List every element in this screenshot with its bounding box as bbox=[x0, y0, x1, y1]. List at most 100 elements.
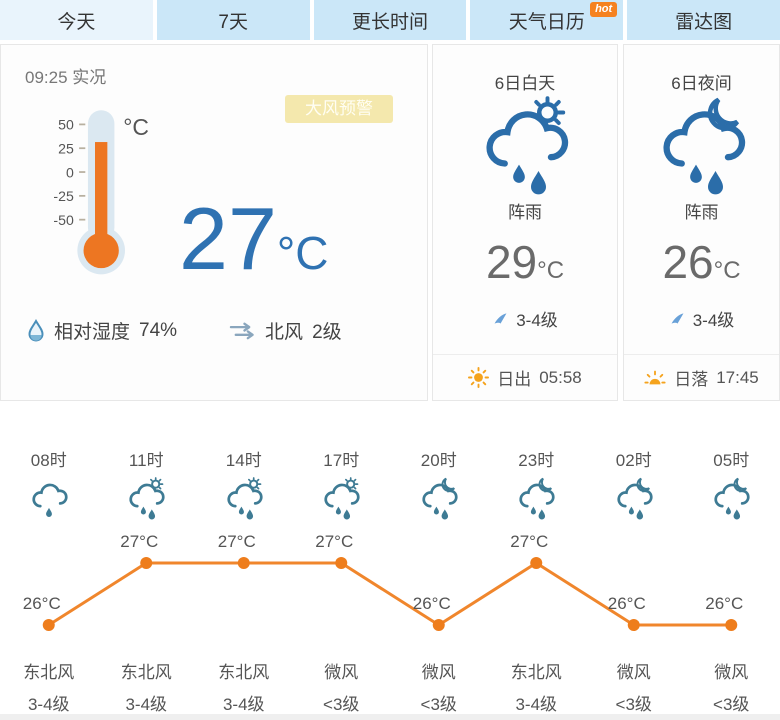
wind-flag-icon bbox=[671, 312, 684, 324]
shower-day-icon bbox=[477, 96, 573, 198]
cloud-moon-rain-icon bbox=[418, 477, 460, 521]
day-wind: 3-4级 bbox=[492, 306, 558, 331]
wind-flag-icon bbox=[494, 312, 507, 324]
hour-time: 20时 bbox=[420, 451, 457, 470]
night-temp-value: 26 bbox=[662, 236, 714, 288]
shower-night-icon bbox=[654, 96, 750, 198]
sunset-label: 日落 bbox=[674, 370, 709, 389]
sunset-row: 日落 17:45 bbox=[624, 354, 779, 400]
night-wind: 3-4级 bbox=[669, 306, 735, 331]
tab-label: 今天 bbox=[57, 11, 96, 33]
day-title: 6日白天 bbox=[494, 74, 556, 93]
tab-label: 更长时间 bbox=[351, 11, 428, 33]
night-forecast-panel: 6日夜间 阵雨 26 °C 3-4级 日落 17:45 bbox=[623, 44, 780, 401]
cloud-sun-rain-icon bbox=[223, 477, 265, 521]
hour-wind-dir: 东北风 bbox=[120, 663, 172, 682]
current-temperature: 27 °C bbox=[179, 189, 329, 288]
temp-line bbox=[47, 561, 732, 627]
hour-wind-dir: 东北风 bbox=[23, 663, 75, 682]
hour-wind-dir: 东北风 bbox=[510, 663, 562, 682]
wind-stat: 北风 2级 bbox=[229, 317, 342, 344]
cloud-sun-rain-icon bbox=[320, 477, 362, 521]
thermometer-icon: 50 25 0 -25 -50 °C bbox=[53, 110, 149, 275]
temp-point bbox=[140, 557, 153, 569]
tab-7days[interactable]: 7天 bbox=[156, 0, 310, 40]
wind-arrows-icon bbox=[229, 322, 254, 340]
weather-alert-badge[interactable]: 大风预警 bbox=[285, 95, 393, 123]
hour-time: 23时 bbox=[518, 451, 555, 470]
thermo-tick-label: 50 bbox=[58, 117, 74, 133]
hour-wind-level: 3-4级 bbox=[515, 695, 558, 714]
hour-wind-dir: 东北风 bbox=[218, 663, 270, 682]
humidity-stat: 相对湿度 74% bbox=[27, 317, 177, 344]
wind-level: 2级 bbox=[312, 322, 342, 343]
tab-radar[interactable]: 雷达图 bbox=[627, 0, 780, 40]
bottom-strip bbox=[0, 714, 780, 720]
day-condition: 阵雨 bbox=[508, 203, 542, 222]
temp-point bbox=[237, 557, 250, 569]
cloud-rain-icon bbox=[28, 477, 70, 521]
current-temp-value: 27 bbox=[179, 189, 277, 288]
temp-label: 26°C bbox=[23, 594, 61, 613]
tab-label: 雷达图 bbox=[675, 11, 733, 33]
hourly-temp-chart: 26°C 27°C 27°C 27°C 26°C 27°C 26°C 26°C bbox=[23, 532, 743, 631]
day-wind-level: 3-4级 bbox=[516, 310, 558, 330]
temp-point bbox=[627, 619, 640, 631]
cloud-moon-rain-icon bbox=[710, 477, 752, 521]
temp-label: 27°C bbox=[120, 532, 158, 551]
night-wind-level: 3-4级 bbox=[692, 310, 735, 330]
cloud-moon-rain-icon bbox=[515, 477, 557, 521]
tab-bar: 今天 7天 更长时间 天气日历 hot 雷达图 bbox=[0, 0, 780, 40]
hour-time: 08时 bbox=[30, 451, 67, 470]
temp-label: 27°C bbox=[218, 532, 256, 551]
hour-wind-level: <3级 bbox=[713, 695, 750, 714]
tab-longer[interactable]: 更长时间 bbox=[313, 0, 467, 40]
hour-wind-level: 3-4级 bbox=[27, 695, 70, 714]
night-title: 6日夜间 bbox=[671, 74, 732, 93]
hour-time: 02时 bbox=[615, 451, 652, 470]
thermo-tick-label: -50 bbox=[53, 212, 74, 228]
temp-point bbox=[42, 619, 55, 631]
temp-label: 27°C bbox=[315, 532, 353, 551]
tab-label: 7天 bbox=[218, 11, 248, 33]
temp-point bbox=[725, 619, 738, 631]
hour-time: 11时 bbox=[128, 451, 164, 470]
hour-time: 05时 bbox=[713, 451, 750, 470]
hour-wind-dir: 微风 bbox=[616, 663, 651, 682]
observation-time: 09:25 实况 bbox=[25, 68, 107, 87]
day-temp-value: 29 bbox=[485, 236, 538, 288]
current-stats: 相对湿度 74% 北风 2级 bbox=[27, 317, 342, 344]
tab-calendar[interactable]: 天气日历 hot bbox=[470, 0, 624, 40]
temp-point bbox=[530, 557, 543, 569]
hour-wind-level: 3-4级 bbox=[222, 695, 265, 714]
temp-point bbox=[335, 557, 348, 569]
day-temperature: 29 °C bbox=[486, 237, 564, 288]
hour-wind-level: 3-4级 bbox=[125, 695, 168, 714]
temp-point bbox=[432, 619, 445, 631]
hourly-icons-row bbox=[0, 477, 780, 521]
night-temp-unit: °C bbox=[713, 257, 741, 284]
night-temperature: 26 °C bbox=[662, 237, 740, 288]
temp-label: 26°C bbox=[705, 594, 743, 613]
temp-label: 27°C bbox=[510, 532, 548, 551]
current-temp-unit: °C bbox=[276, 227, 329, 279]
hourly-forecast: 08时 11时 14时 17时 20时 23时 02时 05时 26°C 27°C… bbox=[0, 401, 780, 720]
day-temp-unit: °C bbox=[537, 257, 565, 284]
humidity-label: 相对湿度 bbox=[54, 322, 131, 343]
humidity-value: 74% bbox=[139, 319, 178, 341]
sunset-time: 17:45 bbox=[716, 367, 759, 387]
hour-wind-dir: 微风 bbox=[421, 663, 456, 682]
tab-today[interactable]: 今天 bbox=[0, 0, 153, 40]
cloud-sun-rain-icon bbox=[125, 477, 167, 521]
wind-label: 北风 bbox=[265, 322, 304, 343]
sunrise-row: 日出 05:58 bbox=[433, 354, 617, 400]
hourly-times-row: 08时 11时 14时 17时 20时 23时 02时 05时 bbox=[0, 446, 780, 471]
hourly-wind-level-row: 3-4级 3-4级 3-4级 <3级 <3级 3-4级 <3级 <3级 bbox=[0, 690, 780, 715]
hour-wind-dir: 微风 bbox=[714, 663, 749, 682]
thermo-tick-label: 0 bbox=[66, 164, 74, 180]
day-forecast-panel: 6日白天 阵雨 29 °C 3-4级 日出 05:58 bbox=[432, 44, 618, 401]
thermo-unit-label: °C bbox=[123, 114, 149, 140]
hour-wind-level: <3级 bbox=[420, 695, 457, 714]
hot-badge: hot bbox=[590, 2, 618, 17]
night-condition: 阵雨 bbox=[684, 203, 719, 222]
